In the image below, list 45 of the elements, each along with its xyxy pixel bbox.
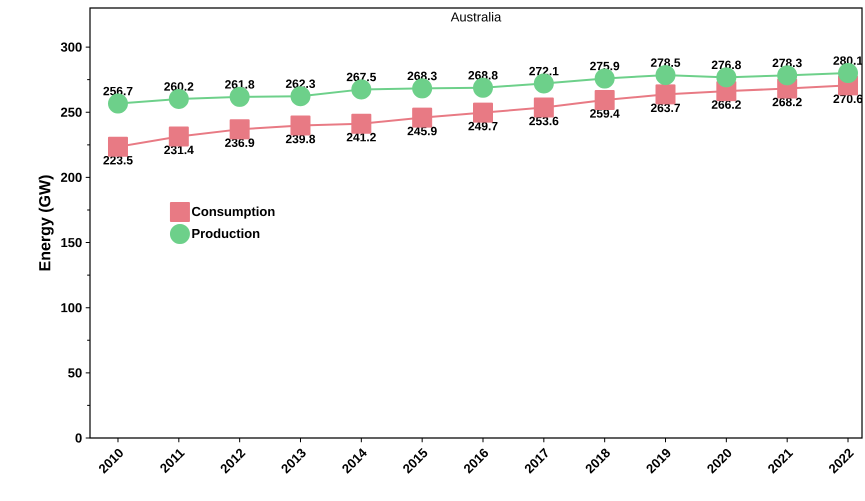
data-label: 263.7 — [650, 104, 680, 112]
y-tick-label: 0 — [75, 433, 82, 443]
y-tick-label: 300 — [60, 42, 82, 52]
y-axis-title: Energy (GW) — [38, 175, 54, 270]
data-label: 276.8 — [712, 60, 741, 70]
point — [473, 78, 493, 98]
y-tick-label: 200 — [60, 172, 82, 182]
point — [656, 84, 676, 104]
point — [290, 116, 310, 136]
point — [108, 136, 128, 157]
data-label: 223.5 — [103, 156, 133, 164]
data-label: 268.8 — [468, 71, 498, 80]
data-label: 259.4 — [590, 109, 620, 118]
data-label: 245.9 — [408, 126, 437, 136]
data-label: 267.5 — [346, 72, 376, 82]
point — [108, 94, 128, 114]
point — [838, 63, 858, 84]
data-label: 260.2 — [164, 82, 194, 91]
data-label: 266.2 — [712, 100, 741, 109]
point — [473, 102, 493, 123]
y-tick-label: 100 — [61, 303, 82, 312]
chart-title: Australia — [450, 12, 502, 22]
data-label: 236.9 — [225, 138, 254, 148]
data-label: 278.3 — [772, 58, 802, 68]
data-label: 268.2 — [772, 98, 802, 106]
point — [594, 90, 615, 110]
data-label: 275.9 — [590, 62, 620, 70]
point — [351, 114, 372, 134]
point — [656, 65, 676, 86]
point — [168, 126, 189, 146]
data-label: 249.7 — [468, 122, 498, 130]
data-label: 231.4 — [164, 146, 194, 154]
point — [534, 98, 554, 118]
y-tick-label: 50 — [68, 368, 82, 378]
point — [230, 119, 250, 140]
data-label: 278.5 — [650, 58, 680, 67]
point — [290, 86, 310, 106]
legend-label: Production — [192, 228, 260, 238]
legend-label: Consumption — [192, 206, 274, 219]
point — [412, 108, 432, 128]
data-label: 253.6 — [529, 116, 558, 126]
y-tick-label: 250 — [60, 108, 82, 117]
data-label: 239.8 — [286, 134, 316, 144]
y-tick-label: 150 — [61, 238, 82, 248]
data-label: 241.2 — [346, 132, 376, 142]
